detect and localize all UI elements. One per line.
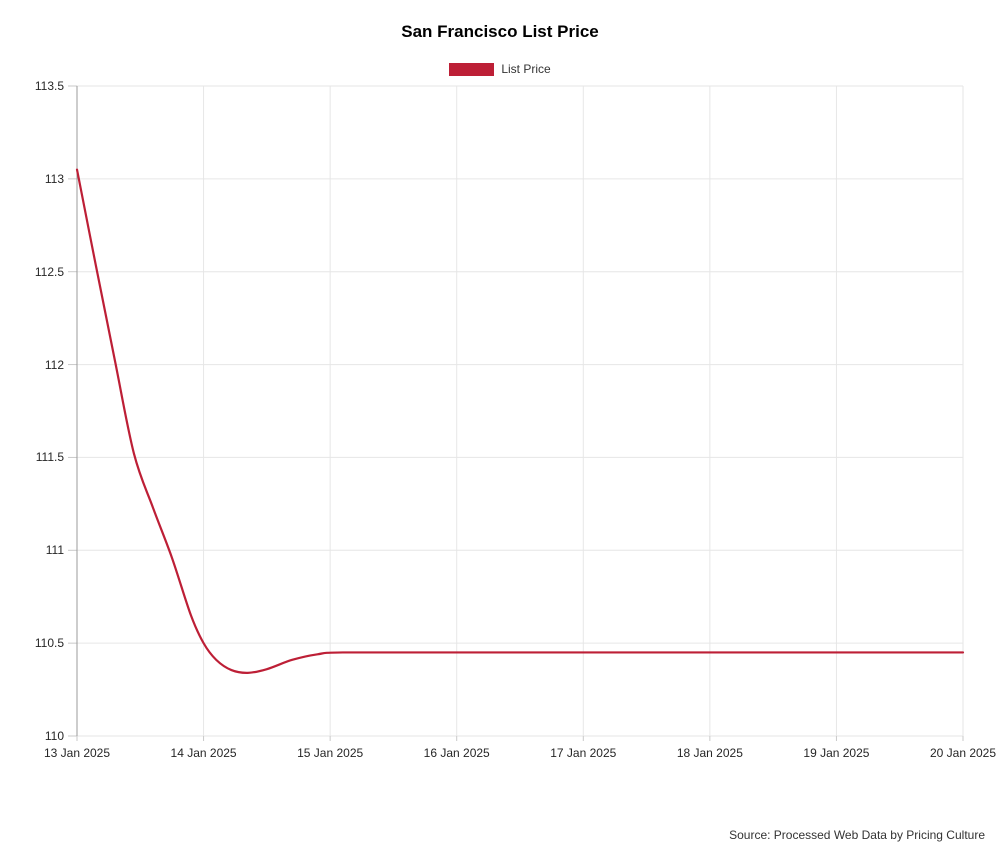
- source-note: Source: Processed Web Data by Pricing Cu…: [729, 828, 985, 842]
- y-tick-label: 111.5: [35, 450, 64, 465]
- y-tick-label: 113: [44, 171, 64, 186]
- x-tick-label: 20 Jan 2025: [929, 746, 997, 760]
- series-line-list-price: [75, 168, 965, 674]
- chart-title: San Francisco List Price: [401, 22, 599, 41]
- x-tick-label: 15 Jan 2025: [297, 746, 364, 760]
- x-tick-label: 19 Jan 2025: [803, 746, 870, 760]
- x-tick-label: 17 Jan 2025: [550, 746, 617, 760]
- x-tick-label: 13 Jan 2025: [43, 746, 111, 760]
- legend: List Price: [0, 62, 1000, 77]
- y-tick-label: 112.5: [34, 264, 64, 279]
- y-tick-label: 110: [44, 729, 64, 743]
- y-tick-label: 111: [45, 543, 64, 558]
- y-tick-label: 112: [44, 357, 64, 372]
- y-tick-label: 110.5: [34, 636, 64, 651]
- x-tick-label: 14 Jan 2025: [170, 746, 237, 760]
- y-tick-label: 113.5: [34, 79, 64, 93]
- legend-swatch-icon: [449, 63, 495, 76]
- x-tick-label: 16 Jan 2025: [423, 746, 490, 760]
- x-tick-label: 18 Jan 2025: [676, 746, 743, 760]
- legend-label: List Price: [501, 62, 551, 76]
